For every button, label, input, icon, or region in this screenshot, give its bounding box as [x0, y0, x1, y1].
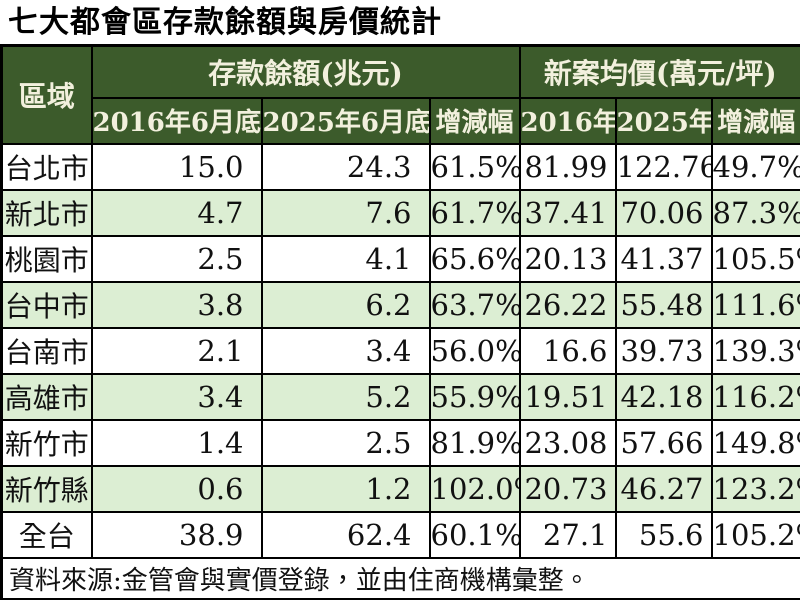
value-cell: 26.22	[518, 280, 617, 329]
value-cell: 27.1	[518, 510, 617, 559]
column-header-price-2025: 2025年	[614, 96, 713, 145]
value-cell: 1.2	[260, 464, 431, 513]
value-cell: 41.37	[614, 234, 713, 283]
column-group-new-home-price: 新案均價(萬元/坪)	[518, 44, 800, 99]
region-cell: 台北市	[0, 142, 93, 191]
region-cell: 全台	[0, 510, 93, 559]
value-cell: 20.13	[518, 234, 617, 283]
source-note: 資料來源:金管會與實價登錄，並由住商機構彙整。	[0, 556, 800, 600]
value-cell: 123.2%	[710, 464, 800, 513]
value-cell: 55.6	[614, 510, 713, 559]
table-body: 台北市 15.0 24.3 61.5% 81.99 122.76 49.7% 新北市 4.7 7.…	[0, 142, 800, 559]
column-header-price-2016: 2016年	[518, 96, 617, 145]
value-cell: 81.99	[518, 142, 617, 191]
column-header-deposit-2016: 2016年6月底	[90, 96, 263, 145]
value-cell: 116.2%	[710, 372, 800, 421]
value-cell: 38.9	[90, 510, 263, 559]
value-cell: 3.8	[90, 280, 263, 329]
value-cell: 55.48	[614, 280, 713, 329]
value-cell: 1.4	[90, 418, 263, 467]
column-header-deposit-2025: 2025年6月底	[260, 96, 431, 145]
value-cell: 19.51	[518, 372, 617, 421]
source-row: 資料來源:金管會與實價登錄，並由住商機構彙整。	[0, 556, 800, 600]
value-cell: 60.1%	[428, 510, 521, 559]
value-cell: 62.4	[260, 510, 431, 559]
region-cell: 新竹縣	[0, 464, 93, 513]
value-cell: 49.7%	[710, 142, 800, 191]
region-cell: 桃園市	[0, 234, 93, 283]
column-header-price-change: 增減幅	[710, 96, 800, 145]
value-cell: 4.7	[90, 188, 263, 237]
value-cell: 102.0%	[428, 464, 521, 513]
column-group-deposit-balance: 存款餘額(兆元)	[90, 44, 521, 99]
value-cell: 70.06	[614, 188, 713, 237]
value-cell: 111.6%	[710, 280, 800, 329]
value-cell: 63.7%	[428, 280, 521, 329]
value-cell: 46.27	[614, 464, 713, 513]
value-cell: 105.2%	[710, 510, 800, 559]
value-cell: 2.5	[90, 234, 263, 283]
value-cell: 3.4	[260, 326, 431, 375]
region-cell: 台南市	[0, 326, 93, 375]
region-cell: 新竹市	[0, 418, 93, 467]
value-cell: 61.5%	[428, 142, 521, 191]
column-header-deposit-change: 增減幅	[428, 96, 521, 145]
region-cell: 高雄市	[0, 372, 93, 421]
value-cell: 15.0	[90, 142, 263, 191]
value-cell: 5.2	[260, 372, 431, 421]
value-cell: 2.5	[260, 418, 431, 467]
value-cell: 16.6	[518, 326, 617, 375]
region-cell: 台中市	[0, 280, 93, 329]
value-cell: 56.0%	[428, 326, 521, 375]
value-cell: 39.73	[614, 326, 713, 375]
value-cell: 37.41	[518, 188, 617, 237]
value-cell: 139.3%	[710, 326, 800, 375]
header-group-row: 區域 存款餘額(兆元) 新案均價(萬元/坪)	[0, 44, 800, 145]
page-title: 七大都會區存款餘額與房價統計	[8, 5, 442, 40]
table-row: 台北市 15.0 24.3 61.5% 81.99 122.76 49.7%	[0, 142, 800, 191]
table-footer: 資料來源:金管會與實價登錄，並由住商機構彙整。	[0, 556, 800, 600]
header-sub-row: 2016年6月底 2025年6月底 增減幅 2016年 2025年 增減幅	[2, 96, 800, 145]
region-cell: 新北市	[0, 188, 93, 237]
value-cell: 0.6	[90, 464, 263, 513]
statistics-table: 區域 存款餘額(兆元) 新案均價(萬元/坪) 2016年6月底 2025年6月底…	[0, 44, 800, 600]
value-cell: 65.6%	[428, 234, 521, 283]
value-cell: 23.08	[518, 418, 617, 467]
value-cell: 24.3	[260, 142, 431, 191]
value-cell: 81.9%	[428, 418, 521, 467]
value-cell: 3.4	[90, 372, 263, 421]
value-cell: 6.2	[260, 280, 431, 329]
table-header: 區域 存款餘額(兆元) 新案均價(萬元/坪) 2016年6月底 2025年6月底…	[0, 44, 800, 145]
value-cell: 55.9%	[428, 372, 521, 421]
table-row: 新北市 4.7 7.6 61.7% 37.41 70.06 87.3%	[0, 188, 800, 237]
value-cell: 7.6	[260, 188, 431, 237]
value-cell: 57.66	[614, 418, 713, 467]
value-cell: 122.76	[614, 142, 713, 191]
column-header-region: 區域	[0, 44, 93, 145]
value-cell: 149.8%	[710, 418, 800, 467]
value-cell: 87.3%	[710, 188, 800, 237]
value-cell: 2.1	[90, 326, 263, 375]
value-cell: 61.7%	[428, 188, 521, 237]
value-cell: 42.18	[614, 372, 713, 421]
value-cell: 105.5%	[710, 234, 800, 283]
value-cell: 20.73	[518, 464, 617, 513]
value-cell: 4.1	[260, 234, 431, 283]
